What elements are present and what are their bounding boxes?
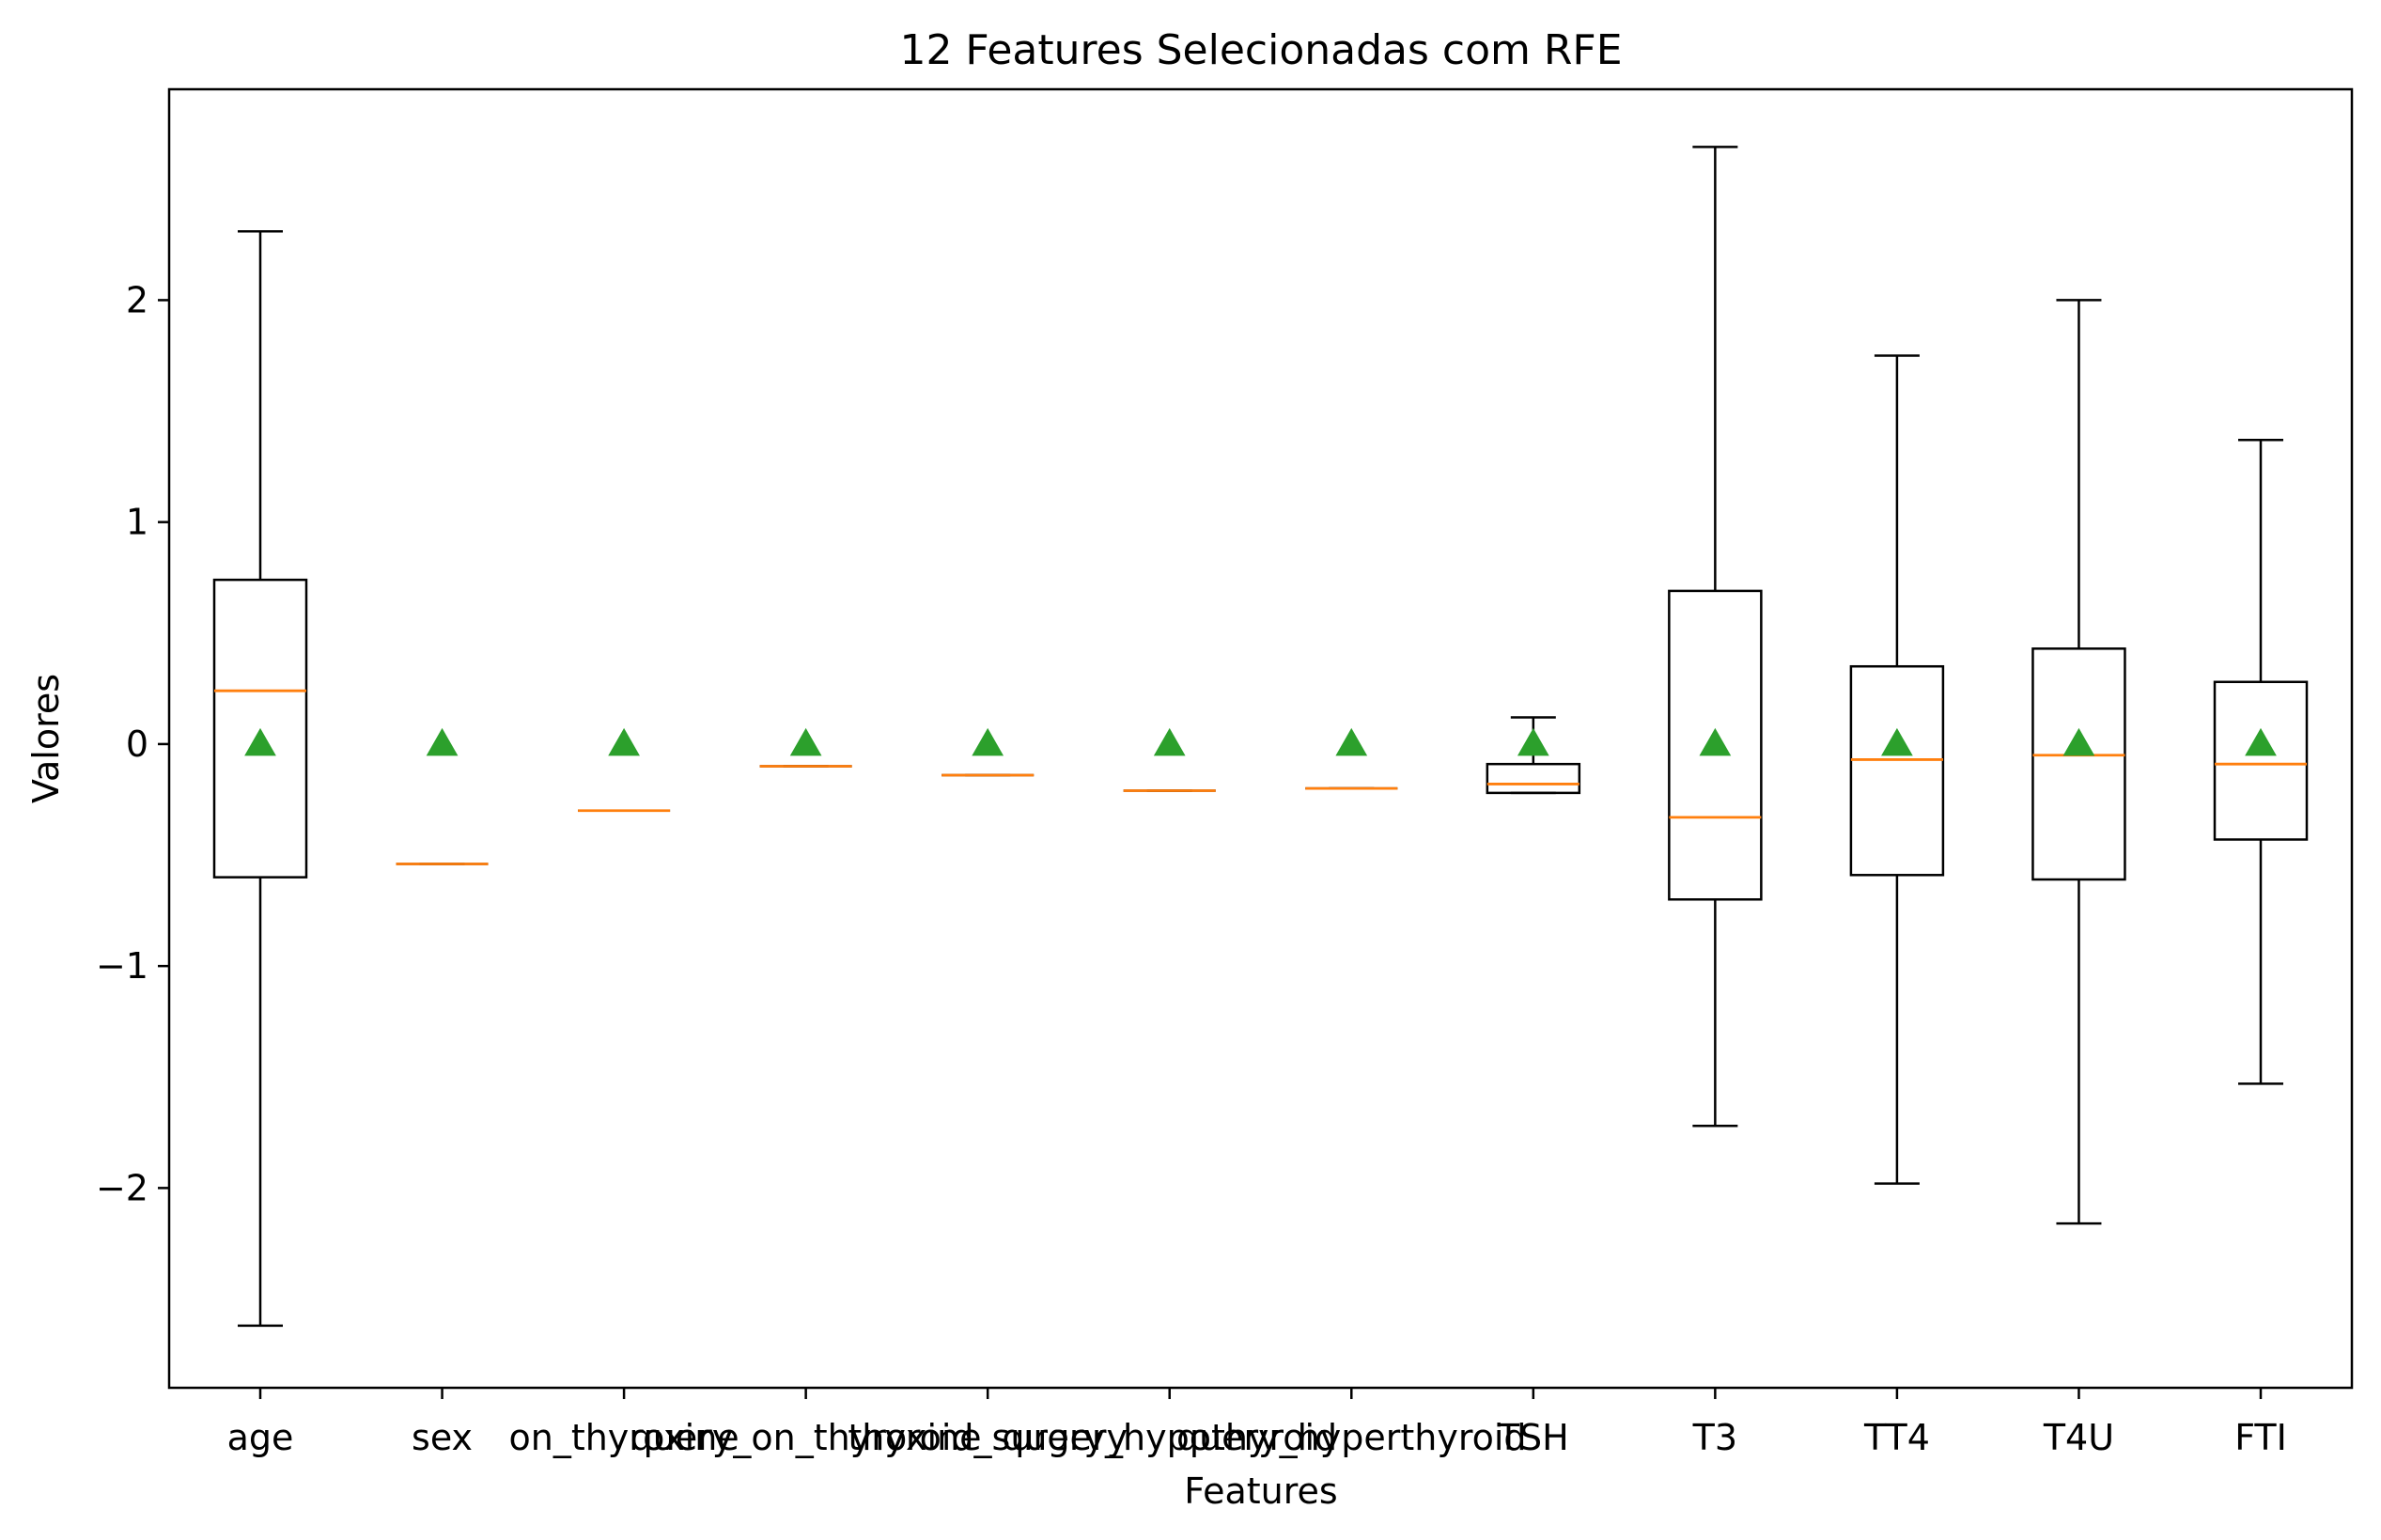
y-tick-label: −2 bbox=[96, 1167, 148, 1208]
x-tick-label: query_on_thyroxine bbox=[630, 1417, 982, 1458]
box-iqr bbox=[212, 578, 308, 879]
y-axis-label: Valores bbox=[25, 674, 67, 803]
x-tick-label: TT4 bbox=[1863, 1417, 1930, 1458]
y-tick-label: 2 bbox=[126, 279, 148, 320]
y-tick-label: 0 bbox=[126, 723, 148, 765]
mean-marker bbox=[426, 727, 459, 756]
plot-area: −2 −1 0 1 2 age sex on_thyroxinequery_on_thyrox… bbox=[96, 146, 2309, 1458]
box-iqr bbox=[2031, 647, 2126, 881]
mean-marker bbox=[2062, 727, 2095, 756]
mean-marker bbox=[1881, 727, 1913, 756]
x-axis-label: Features bbox=[1184, 1470, 1337, 1512]
box-iqr bbox=[1486, 762, 1581, 795]
x-tick-label: age bbox=[227, 1417, 294, 1458]
x-tick-label: on_thyroxine bbox=[508, 1417, 739, 1458]
x-tick-label: sex bbox=[412, 1417, 473, 1458]
y-tick-label: −1 bbox=[96, 945, 148, 987]
mean-marker bbox=[244, 727, 276, 756]
mean-marker bbox=[2245, 727, 2277, 756]
mean-marker bbox=[1335, 727, 1368, 756]
mean-marker bbox=[1153, 727, 1186, 756]
mean-marker bbox=[972, 727, 1004, 756]
mean-marker bbox=[1517, 727, 1549, 756]
x-tick-label: TSH bbox=[1497, 1417, 1569, 1458]
x-tick-label: FTI bbox=[2234, 1417, 2287, 1458]
box-iqr bbox=[1849, 664, 1945, 877]
x-tick-label: thyroid_surgery bbox=[848, 1417, 1128, 1458]
mean-marker bbox=[789, 727, 822, 756]
box-iqr bbox=[2213, 680, 2309, 841]
mean-marker bbox=[608, 727, 640, 756]
x-tick-label: query_hypothyroid bbox=[1002, 1417, 1337, 1458]
x-tick-label: query_hyperthyroid bbox=[1176, 1417, 1527, 1458]
x-tick-label: T4U bbox=[2043, 1417, 2114, 1458]
box-iqr bbox=[1668, 589, 1763, 901]
y-tick-label: 1 bbox=[126, 502, 148, 543]
plot-frame bbox=[167, 87, 2354, 1390]
mean-marker bbox=[1699, 727, 1732, 756]
chart-title: 12 Features Selecionadas com RFE bbox=[899, 26, 1622, 74]
x-tick-label: T3 bbox=[1692, 1417, 1737, 1458]
